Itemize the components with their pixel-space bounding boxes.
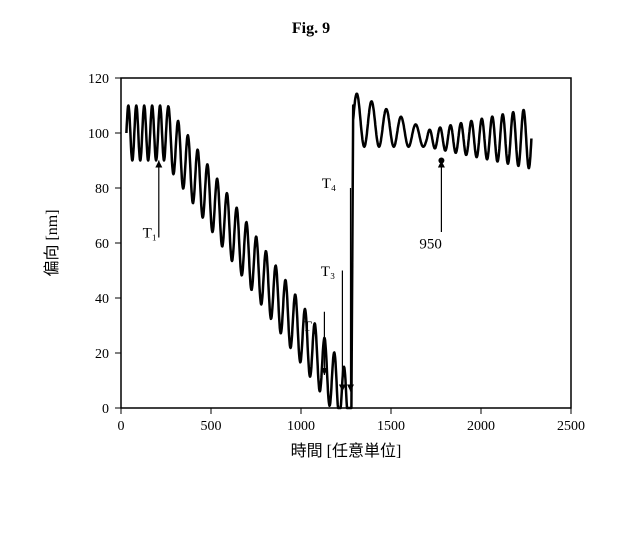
annotation-label: T₁ — [143, 226, 157, 242]
chart-container: 0 500 1000 1500 2000 2500 0 20 40 60 80 100 120 時間 [任… — [31, 48, 591, 468]
annotation-label: 950 — [419, 237, 442, 253]
y-tick-label: 20 — [95, 347, 109, 362]
x-tick-label: 1000 — [287, 419, 315, 434]
x-tick-label: 2000 — [467, 419, 495, 434]
data-series — [126, 94, 531, 408]
y-axis-label: 偏向 [nm] — [43, 209, 61, 276]
annotation-dot — [438, 158, 444, 164]
y-tick-label: 80 — [95, 182, 109, 197]
chart-svg: 0 500 1000 1500 2000 2500 0 20 40 60 80 100 120 時間 [任… — [31, 48, 591, 468]
x-tick-label: 0 — [118, 419, 125, 434]
annotation-label: T₂ — [303, 319, 317, 335]
figure-title: Fig. 9 — [0, 20, 622, 38]
y-tick-label: 100 — [88, 127, 109, 142]
x-tick-label: 2500 — [557, 419, 585, 434]
y-tick-label: 120 — [88, 72, 109, 87]
y-tick-label: 40 — [95, 292, 109, 307]
x-tick-label: 1500 — [377, 419, 405, 434]
y-tick-label: 0 — [102, 402, 109, 417]
annotation-label: T₃ — [321, 264, 335, 280]
annotation-label: T₄ — [322, 176, 336, 192]
x-tick-label: 500 — [201, 419, 222, 434]
x-axis-label: 時間 [任意単位] — [291, 441, 402, 460]
y-tick-label: 60 — [95, 237, 109, 252]
